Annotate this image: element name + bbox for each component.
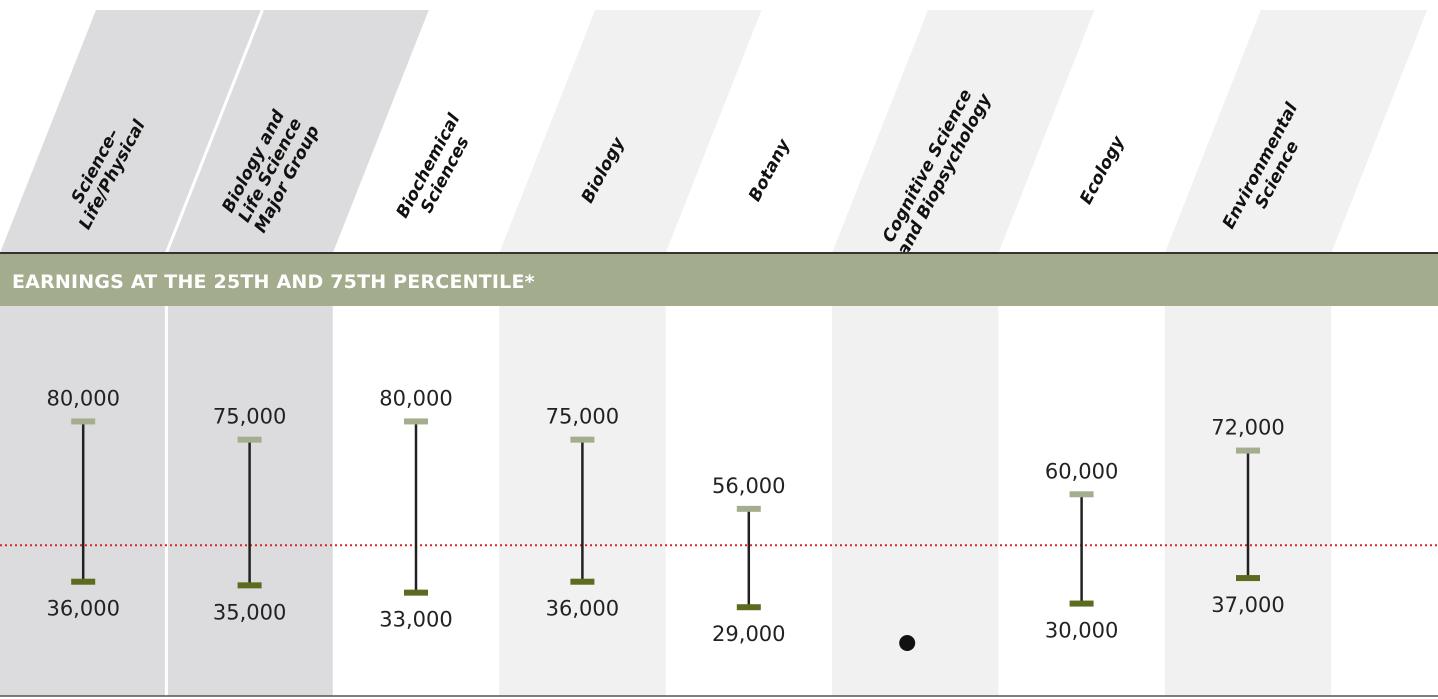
p75-marker [404,418,428,425]
p25-value-label: 29,000 [712,622,785,646]
p75-marker [237,436,262,443]
p75-marker [71,418,96,425]
p25-value-label: 33,000 [379,608,452,632]
p75-marker [570,436,595,443]
column-backgrounds [0,306,1332,696]
header-slanted-background [0,10,263,253]
category-header-label: BiochemicalSciences [393,109,482,230]
no-data-dot [899,635,916,651]
p75-value-label: 72,000 [1211,416,1284,440]
header-slanted-background [832,10,1095,253]
p25-marker [71,578,96,585]
p75-value-label: 56,000 [712,474,785,498]
p75-value-label: 75,000 [546,405,619,429]
p25-marker [1236,575,1260,582]
header-slanted-background [166,10,429,253]
header-slanted-background [1164,10,1428,253]
category-header-line: Botany [745,135,795,205]
p75-marker [1236,447,1260,454]
p25-value-label: 37,000 [1211,593,1284,617]
header-separator [165,9,264,254]
p75-marker [1069,491,1094,498]
section-title: EARNINGS AT THE 25TH AND 75TH PERCENTILE… [12,271,535,293]
p25-marker [1069,600,1094,607]
p25-value-label: 35,000 [213,600,286,624]
p25-marker [570,578,595,585]
p25-marker [736,604,761,611]
p25-value-label: 36,000 [46,597,119,621]
p75-value-label: 60,000 [1045,459,1118,483]
section-band [0,254,1438,306]
p75-value-label: 75,000 [213,405,286,429]
p75-value-label: 80,000 [46,386,119,410]
range-marks: 80,000 36,000 75,000 35,000 80,000 33,000 75,0… [46,386,1285,651]
p25-marker [404,589,428,596]
header-backgrounds [0,9,1428,254]
p25-value-label: 36,000 [546,597,619,621]
p25-value-label: 30,000 [1045,619,1118,643]
p25-marker [237,582,262,589]
category-header-label: Botany [745,135,795,205]
column-background [832,306,999,696]
category-header-label: Ecology [1076,132,1129,208]
p75-value-label: 80,000 [379,386,452,410]
header-slanted-background [499,10,762,253]
p75-marker [736,505,761,512]
category-header-line: Ecology [1076,132,1129,208]
